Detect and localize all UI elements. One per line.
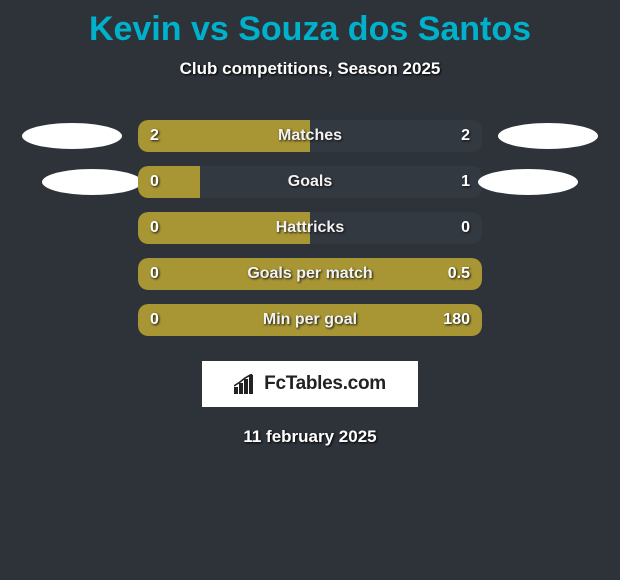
right-marker-ellipse (478, 169, 578, 195)
stat-row: 0 Goals per match 0.5 (0, 257, 620, 291)
metric-label: Goals (138, 166, 482, 198)
right-value: 180 (443, 304, 470, 336)
source-logo-text: FcTables.com (264, 373, 386, 395)
right-value: 0 (461, 212, 470, 244)
stat-row: 0 Hattricks 0 (0, 211, 620, 245)
stat-bar: 0 Goals per match 0.5 (138, 258, 482, 290)
stat-bar: 0 Hattricks 0 (138, 212, 482, 244)
bar-chart-icon (234, 374, 258, 394)
stat-bar: 0 Min per goal 180 (138, 304, 482, 336)
page-subtitle: Club competitions, Season 2025 (0, 59, 620, 79)
right-value: 0.5 (448, 258, 470, 290)
stat-row: 2 Matches 2 (0, 119, 620, 153)
source-logo: FcTables.com (202, 361, 418, 407)
stat-bar: 2 Matches 2 (138, 120, 482, 152)
metric-label: Goals per match (138, 258, 482, 290)
left-marker-slot (18, 123, 138, 149)
left-marker-ellipse (42, 169, 142, 195)
stat-bar: 0 Goals 1 (138, 166, 482, 198)
stat-row: 0 Goals 1 (0, 165, 620, 199)
left-marker-ellipse (22, 123, 122, 149)
metric-label: Matches (138, 120, 482, 152)
right-marker-ellipse (498, 123, 598, 149)
comparison-infographic: Kevin vs Souza dos Santos Club competiti… (0, 0, 620, 580)
right-value: 2 (461, 120, 470, 152)
metric-label: Min per goal (138, 304, 482, 336)
stat-rows: 2 Matches 2 0 Goals 1 (0, 119, 620, 337)
stat-row: 0 Min per goal 180 (0, 303, 620, 337)
left-marker-slot (18, 169, 138, 195)
date-label: 11 february 2025 (0, 427, 620, 447)
right-value: 1 (461, 166, 470, 198)
metric-label: Hattricks (138, 212, 482, 244)
right-marker-slot (482, 169, 602, 195)
right-marker-slot (482, 123, 602, 149)
page-title: Kevin vs Souza dos Santos (0, 0, 620, 49)
